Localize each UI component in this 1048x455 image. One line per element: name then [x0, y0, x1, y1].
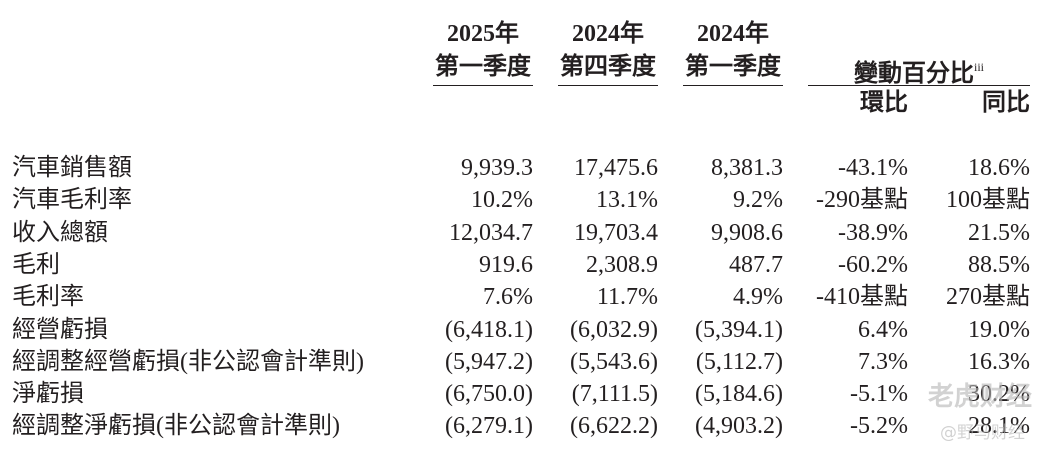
header-rule [433, 85, 533, 86]
cell: -38.9% [838, 219, 908, 246]
footnote-mark: iii [973, 60, 984, 74]
cell: (4,903.2) [695, 413, 783, 440]
cell: 28.1% [968, 413, 1030, 440]
cell: 18.6% [968, 155, 1030, 181]
row-label: 經營虧損 [12, 316, 108, 343]
cell: (6,279.1) [445, 413, 533, 440]
cell: 7.6% [483, 284, 533, 311]
row-label: 汽車毛利率 [12, 187, 132, 214]
cell: (5,112.7) [695, 348, 783, 375]
cell: 10.2% [471, 187, 533, 214]
column-quarter: 第一季度 [435, 54, 531, 80]
row-label: 收入總額 [12, 219, 108, 246]
cell: (7,111.5) [571, 381, 658, 408]
cell: -43.1% [838, 155, 908, 181]
column-quarter: 第一季度 [685, 54, 781, 80]
cell: 13.1% [596, 187, 658, 214]
cell: (5,543.6) [570, 348, 658, 375]
header-rule [683, 85, 783, 86]
cell: 12,034.7 [449, 219, 533, 246]
cell: 9,939.3 [461, 155, 533, 181]
cell: -5.2% [850, 413, 908, 440]
watermark-brand: 老虎财经 [928, 382, 1033, 412]
cell: -60.2% [838, 251, 908, 278]
row-label: 經調整經營虧損(非公認會計準則) [12, 348, 364, 375]
cell: 8,381.3 [711, 155, 783, 181]
cell: 270基點 [946, 284, 1030, 311]
cell: 4.9% [733, 284, 783, 311]
cell: (5,184.6) [695, 381, 783, 408]
cell: (5,394.1) [695, 316, 783, 343]
watermark-handle: @野马财经 [940, 423, 1025, 443]
cell: 2,308.9 [586, 251, 658, 278]
change-subheader: 同比 [982, 90, 1030, 116]
cell: 6.4% [858, 316, 908, 343]
column-quarter: 第四季度 [560, 54, 656, 80]
row-label: 毛利率 [12, 284, 84, 311]
header-rule [808, 85, 1030, 86]
cell: 19.0% [968, 316, 1030, 343]
cell: (6,032.9) [570, 316, 658, 343]
cell: 919.6 [479, 251, 533, 278]
row-label: 淨虧損 [12, 381, 84, 408]
column-year: 2024年 [572, 21, 644, 47]
row-label: 汽車銷售額 [12, 155, 132, 181]
cell: -410基點 [816, 284, 908, 311]
cell: 16.3% [968, 348, 1030, 375]
cell: (5,947.2) [445, 348, 533, 375]
row-label: 毛利 [12, 251, 60, 278]
change-subheader: 環比 [860, 90, 908, 116]
change-title-text: 變動百分比 [853, 61, 974, 87]
cell: 17,475.6 [574, 155, 658, 181]
cell: 11.7% [596, 284, 658, 311]
column-year: 2025年 [447, 21, 519, 47]
row-label: 經調整淨虧損(非公認會計準則) [12, 413, 340, 440]
cell: 30.2% [968, 381, 1030, 408]
cell: 9,908.6 [711, 219, 783, 246]
cell: 21.5% [968, 219, 1030, 246]
cell: (6,418.1) [445, 316, 533, 343]
cell: 88.5% [968, 251, 1030, 278]
cell: (6,750.0) [445, 381, 533, 408]
cell: 100基點 [946, 187, 1030, 214]
column-year: 2024年 [697, 21, 769, 47]
cell: 7.3% [858, 348, 908, 375]
cell: 487.7 [729, 251, 783, 278]
cell: -290基點 [816, 187, 908, 214]
header-rule [558, 85, 658, 86]
change-title: 變動百分比iii [808, 53, 1030, 88]
cell: (6,622.2) [570, 413, 658, 440]
cell: 9.2% [733, 187, 783, 214]
cell: -5.1% [850, 381, 908, 408]
cell: 19,703.4 [574, 219, 658, 246]
